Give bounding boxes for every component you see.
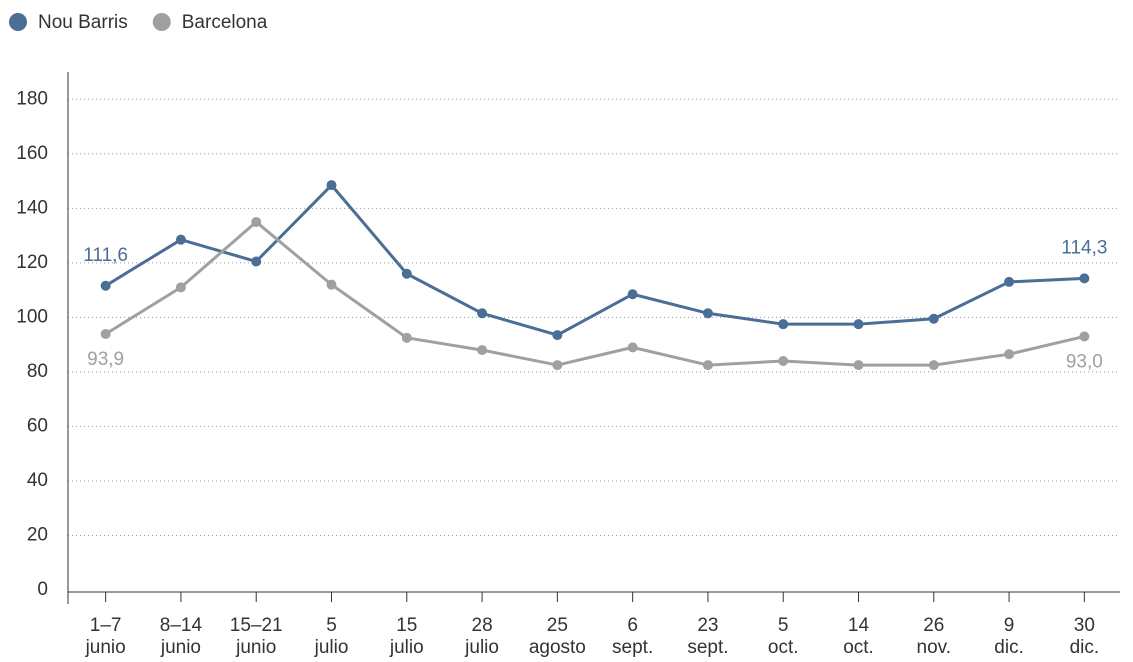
x-tick-label: oct.	[843, 637, 874, 658]
x-tick-label: julio	[314, 637, 349, 658]
data-label: 93,0	[1066, 351, 1103, 372]
data-point	[251, 216, 262, 227]
y-tick-label: 100	[16, 306, 48, 327]
y-tick-label: 160	[16, 143, 48, 164]
data-point	[702, 308, 713, 319]
x-tick-label: sept.	[687, 637, 728, 658]
x-tick-label: 30	[1074, 615, 1095, 636]
data-point	[702, 360, 713, 371]
x-tick-label: 8–14	[160, 615, 203, 636]
x-tick-label: sept.	[612, 637, 653, 658]
legend-label: Nou Barris	[38, 12, 128, 33]
data-point	[1079, 273, 1090, 284]
legend-marker	[9, 13, 27, 31]
data-point	[853, 360, 864, 371]
data-point	[326, 279, 337, 290]
x-tick-label: julio	[464, 637, 499, 658]
data-point	[928, 313, 939, 324]
x-tick-label: 28	[472, 615, 493, 636]
y-tick-label: 120	[16, 252, 48, 273]
data-label: 114,3	[1061, 237, 1107, 258]
data-point	[100, 280, 111, 291]
x-tick-label: 14	[848, 615, 870, 636]
data-point	[627, 342, 638, 353]
legend-marker	[152, 13, 171, 31]
y-tick-label: 180	[16, 88, 48, 109]
y-tick-label: 60	[27, 415, 48, 436]
x-tick-label: 5	[326, 615, 337, 636]
x-tick-label: 9	[1004, 615, 1015, 636]
data-point	[1004, 276, 1015, 287]
x-tick-label: 1–7	[90, 615, 122, 636]
y-tick-label: 0	[37, 579, 48, 600]
data-point	[928, 360, 939, 371]
data-point	[778, 355, 789, 366]
x-tick-label: nov.	[917, 637, 952, 658]
data-point	[477, 308, 488, 319]
x-tick-label: 15–21	[230, 615, 283, 636]
y-tick-label: 40	[27, 470, 48, 491]
data-point	[552, 360, 563, 371]
x-tick-label: julio	[389, 637, 424, 658]
x-tick-label: 26	[923, 615, 944, 636]
data-point	[251, 256, 262, 267]
y-tick-label: 140	[16, 197, 48, 218]
data-point	[175, 234, 186, 245]
x-tick-label: 5	[778, 615, 789, 636]
x-tick-label: junio	[235, 637, 276, 658]
data-point	[853, 319, 864, 330]
data-point	[100, 328, 111, 339]
x-tick-label: junio	[160, 637, 201, 658]
data-point	[326, 180, 337, 191]
x-tick-label: dic.	[994, 637, 1024, 658]
x-tick-label: dic.	[1070, 637, 1100, 658]
data-label: 93,9	[87, 349, 124, 370]
series-line	[104, 220, 1085, 367]
series-line	[104, 183, 1085, 337]
data-point	[477, 345, 488, 356]
x-tick-label: 15	[396, 615, 417, 636]
y-tick-label: 20	[27, 524, 48, 545]
data-point	[175, 282, 186, 293]
x-tick-label: 6	[627, 615, 638, 636]
x-tick-label: agosto	[529, 637, 586, 658]
data-point	[1079, 331, 1090, 342]
legend-label: Barcelona	[182, 12, 268, 33]
data-label: 111,6	[83, 245, 128, 266]
x-tick-label: junio	[85, 637, 126, 658]
x-tick-label: 25	[547, 615, 568, 636]
data-point	[778, 319, 789, 330]
y-tick-label: 80	[27, 361, 48, 382]
data-point	[552, 330, 563, 341]
data-point	[1004, 349, 1015, 360]
data-point	[401, 332, 412, 343]
data-point	[401, 268, 412, 279]
data-point	[627, 289, 638, 300]
x-tick-label: 23	[697, 615, 718, 636]
x-tick-label: oct.	[768, 637, 799, 658]
